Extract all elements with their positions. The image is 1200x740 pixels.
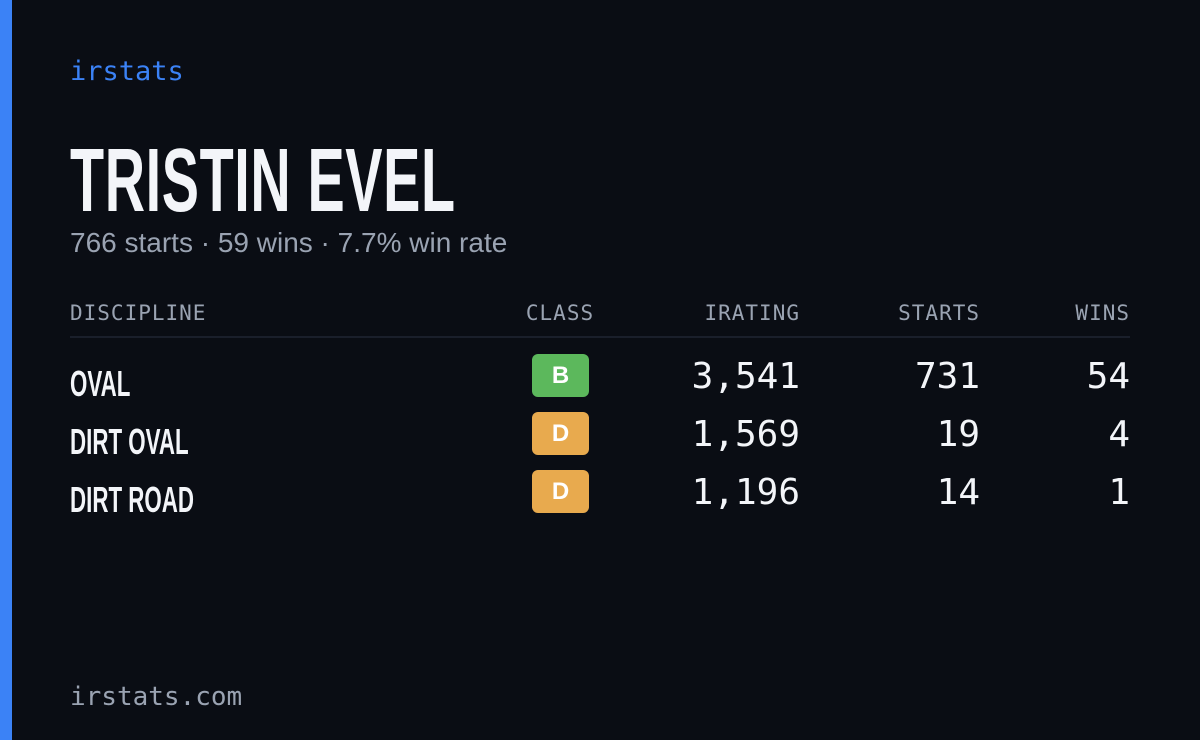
footer-url: irstats.com xyxy=(70,682,243,712)
starts: 19 xyxy=(936,414,980,455)
class-badge: B xyxy=(532,354,589,397)
discipline: DIRT OVAL xyxy=(70,421,189,462)
discipline: DIRT ROAD xyxy=(70,479,194,520)
irating: 1,196 xyxy=(691,472,800,513)
irating: 3,541 xyxy=(691,356,800,397)
brand: irstats xyxy=(70,56,184,87)
wins: 54 xyxy=(1086,356,1130,397)
discipline: OVAL xyxy=(70,363,131,404)
wins: 4 xyxy=(1108,414,1130,455)
subtitle: 766 starts · 59 wins · 7.7% win rate xyxy=(70,227,508,258)
class-badge: D xyxy=(532,470,589,513)
wins: 1 xyxy=(1108,472,1130,513)
irating: 1,569 xyxy=(691,414,800,455)
column-header: DISCIPLINE xyxy=(70,301,207,325)
starts: 731 xyxy=(914,356,980,397)
driver-name: TRISTIN EVEL xyxy=(70,131,456,231)
column-header: IRATING xyxy=(704,301,800,325)
class-badge: D xyxy=(532,412,589,455)
column-header: STARTS xyxy=(898,301,980,325)
accent-bar xyxy=(0,0,12,740)
starts: 14 xyxy=(936,472,980,513)
discipline-wrap: DIRT OVAL xyxy=(70,422,261,462)
column-header: CLASS xyxy=(525,301,595,325)
discipline-wrap: DIRT ROAD xyxy=(70,480,270,520)
title-wrap: TRISTIN EVEL xyxy=(70,136,692,226)
column-header: WINS xyxy=(1075,301,1130,325)
divider xyxy=(70,336,1130,338)
discipline-wrap: OVAL xyxy=(70,364,167,404)
